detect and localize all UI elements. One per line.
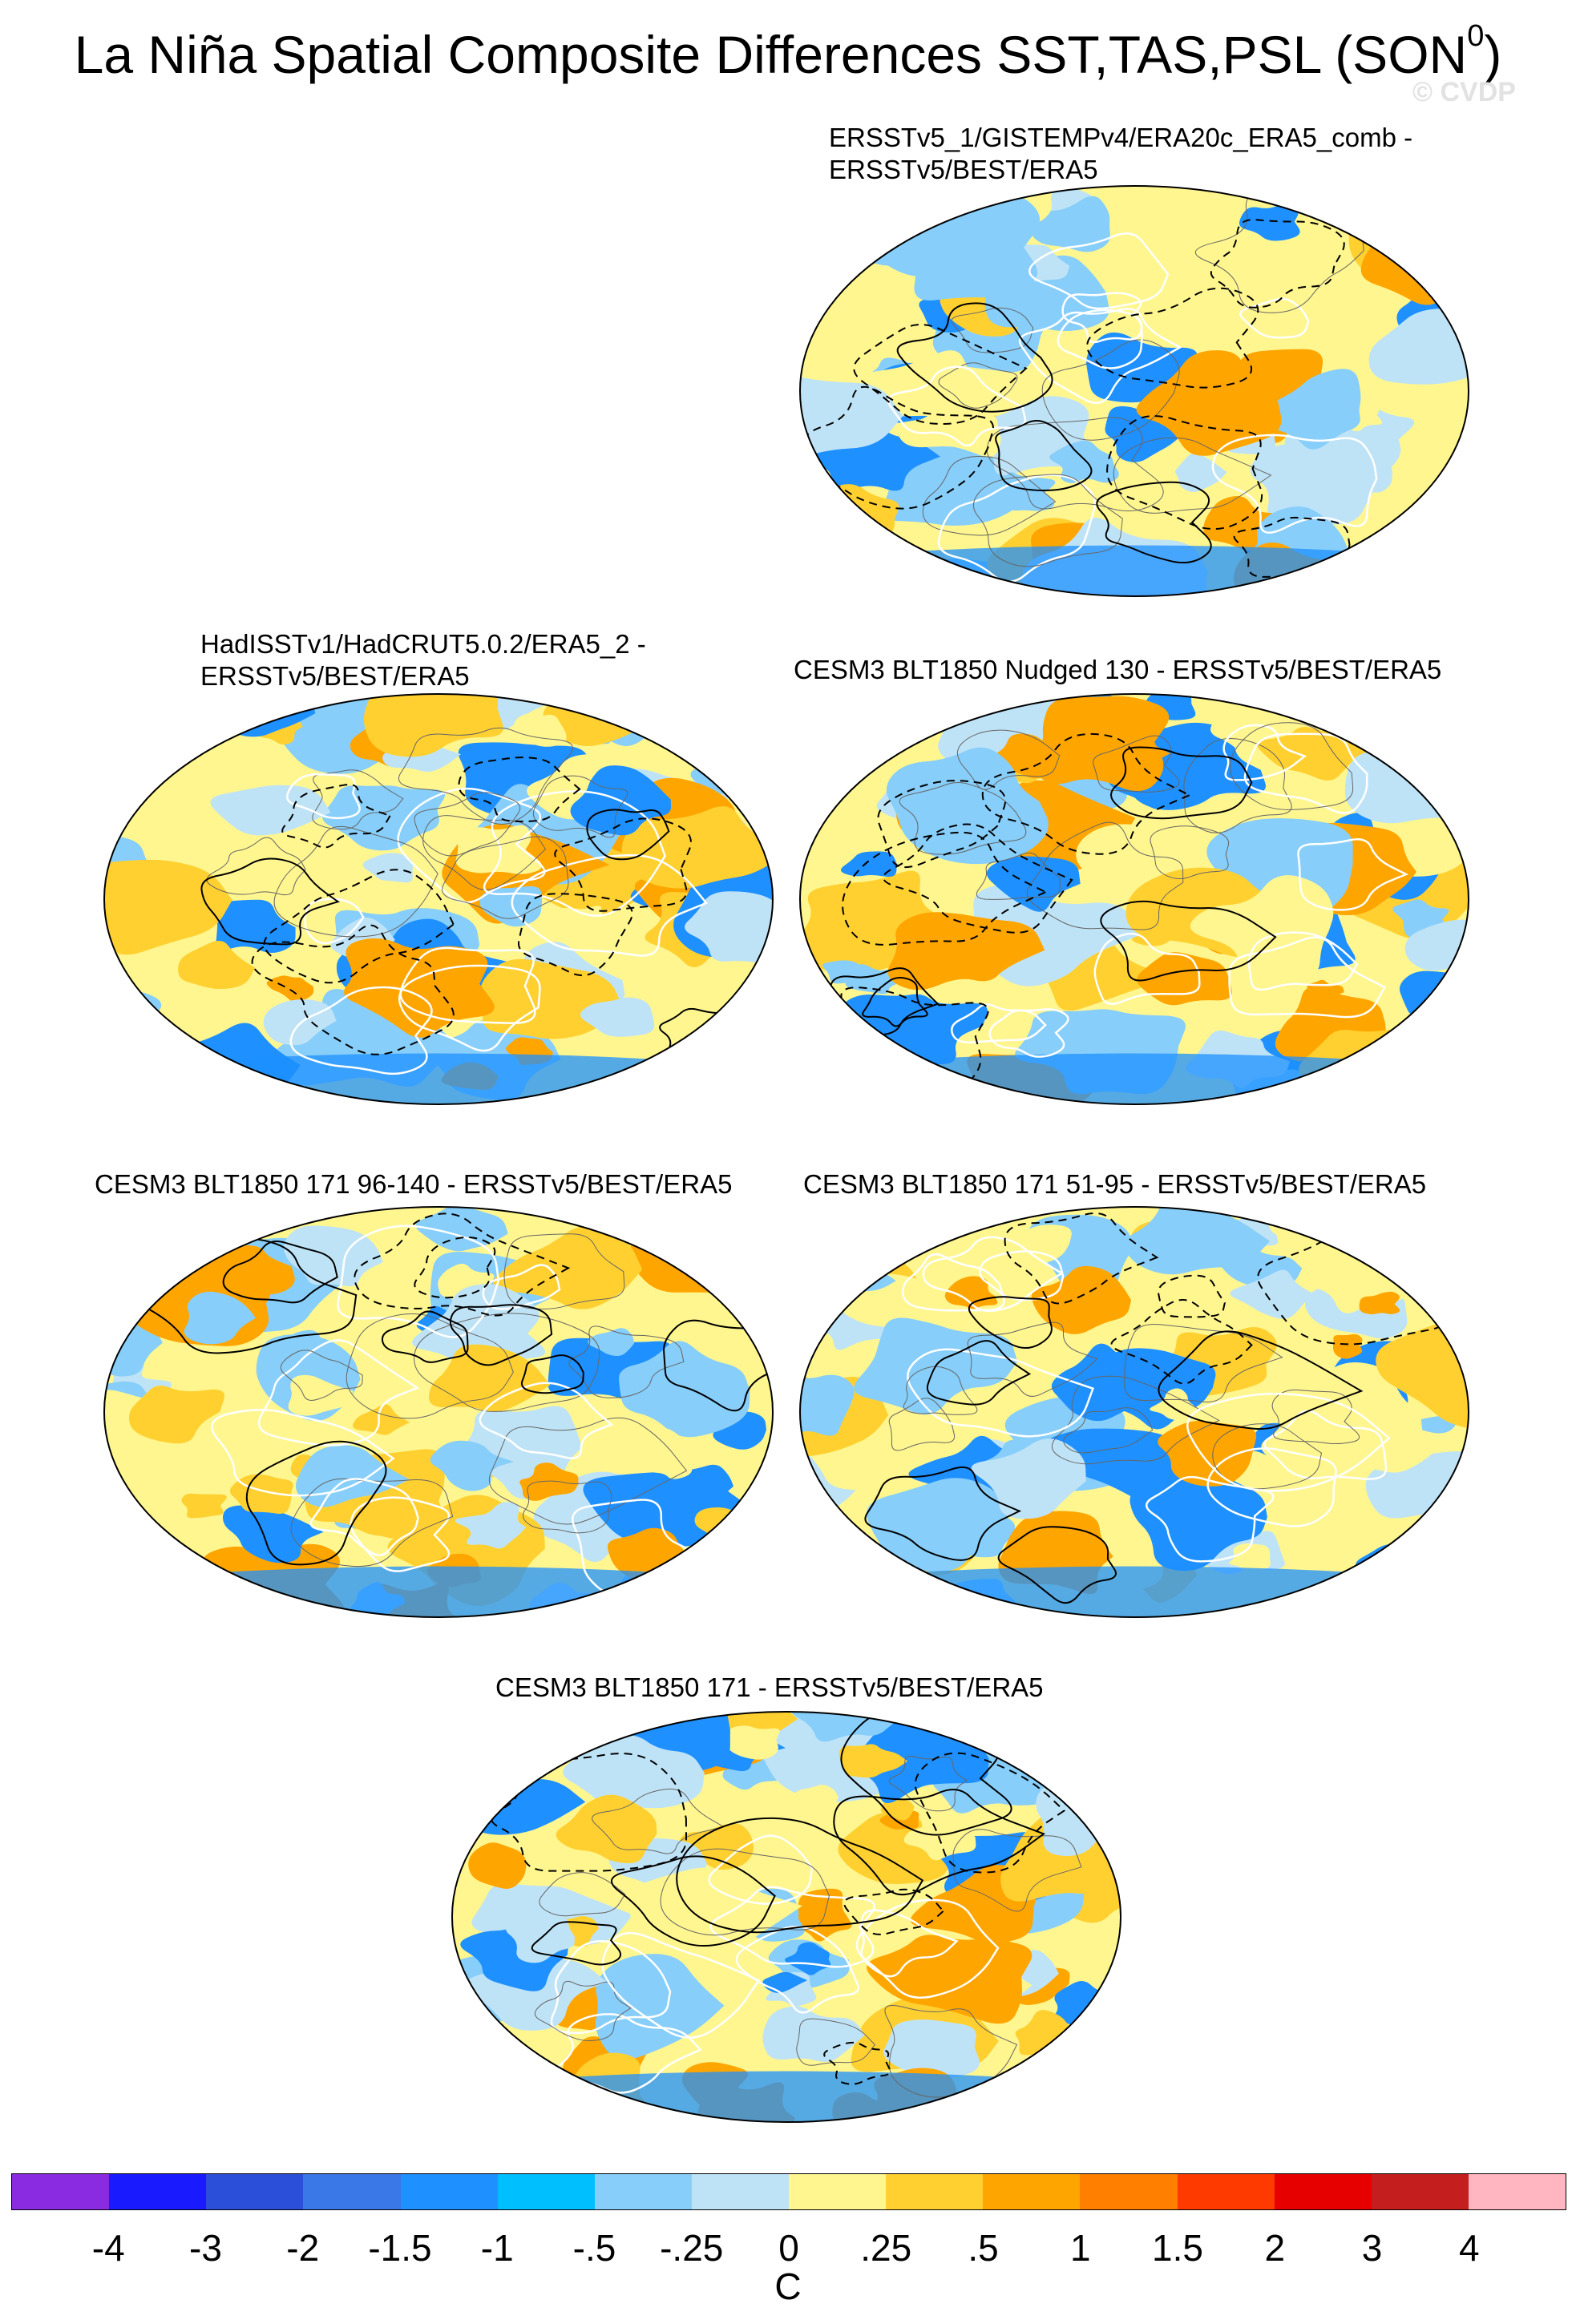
colorbar-swatch-15: [1468, 2174, 1566, 2209]
panel-title-5: CESM3 BLT1850 171 51-95 - ERSSTv5/BEST/E…: [803, 1169, 1427, 1199]
colorbar-swatch-0: [12, 2174, 110, 2209]
colorbar-swatch-12: [1177, 2174, 1275, 2209]
colorbar-swatch-5: [497, 2174, 595, 2209]
colorbar-tick-4: -1: [480, 2227, 514, 2269]
colorbar-swatch-3: [303, 2174, 401, 2209]
map-panel-1: [797, 183, 1472, 599]
colorbar-swatch-7: [691, 2174, 789, 2209]
map-panel-2: [101, 691, 776, 1108]
colorbar-tick-8: .25: [860, 2227, 912, 2269]
map-panel-3: [797, 691, 1472, 1108]
colorbar-unit: C: [774, 2265, 802, 2307]
colorbar-swatch-1: [109, 2174, 207, 2209]
colorbar-swatch-8: [789, 2174, 887, 2209]
colorbar-tick-1: -3: [189, 2227, 222, 2269]
colorbar-tick-5: -.5: [572, 2227, 616, 2269]
colorbar-swatch-9: [886, 2174, 984, 2209]
colorbar-swatch-10: [983, 2174, 1081, 2209]
panel-title-3: CESM3 BLT1850 Nudged 130 - ERSSTv5/BEST/…: [794, 655, 1442, 684]
colorbar-tick-6: -.25: [660, 2227, 724, 2269]
colorbar-tick-13: 3: [1361, 2227, 1383, 2269]
map-panel-5: [797, 1204, 1472, 1620]
colorbar-tick-7: 0: [778, 2227, 799, 2269]
colorbar-swatch-4: [400, 2174, 498, 2209]
colorbar-tick-labels: -4 -3 -2 -1.5 -1 -.5 -.25 0 .25 .5 1 1.5 2 3 4: [0, 2226, 1576, 2274]
colorbar-tick-0: -4: [91, 2227, 125, 2269]
colorbar-tick-12: 2: [1264, 2227, 1286, 2269]
colorbar: [11, 2173, 1566, 2210]
colorbar-swatch-6: [594, 2174, 692, 2209]
colorbar-tick-2: -2: [286, 2227, 320, 2269]
colorbar-tick-3: -1.5: [368, 2227, 432, 2269]
panel-title-6: CESM3 BLT1850 171 - ERSSTv5/BEST/ERA5: [495, 1672, 1044, 1702]
cvdp-watermark: © CVDP: [1412, 77, 1516, 107]
colorbar-tick-9: .5: [968, 2227, 999, 2269]
colorbar-swatch-11: [1080, 2174, 1178, 2209]
colorbar-tick-10: 1: [1069, 2227, 1091, 2269]
map-panel-6: [449, 1709, 1124, 2125]
colorbar-tick-14: 4: [1458, 2227, 1480, 2269]
colorbar-swatch-14: [1371, 2174, 1469, 2209]
panel-title-2: HadISSTv1/HadCRUT5.0.2/ERA5_2 - ERSSTv5/B…: [200, 629, 646, 691]
panel-title-1: ERSSTv5_1/GISTEMPv4/ERA20c_ERA5_comb - ER…: [829, 123, 1413, 184]
colorbar-swatch-13: [1274, 2174, 1372, 2209]
colorbar-swatch-2: [206, 2174, 304, 2209]
map-panel-4: [101, 1204, 776, 1620]
figure-title: La Niña Spatial Composite Differences SS…: [74, 19, 1502, 84]
colorbar-tick-11: 1.5: [1152, 2227, 1203, 2269]
panel-title-4: CESM3 BLT1850 171 96-140 - ERSSTv5/BEST/…: [95, 1169, 733, 1199]
